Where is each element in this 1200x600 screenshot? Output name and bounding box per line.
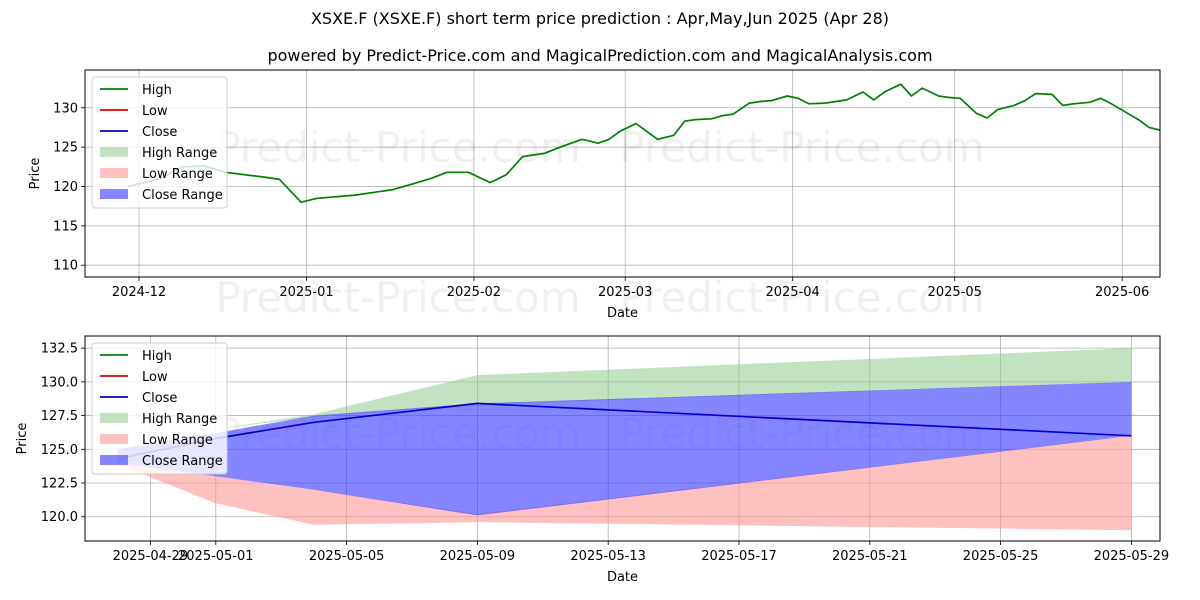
watermark-text: Predict-Price.com <box>215 273 580 322</box>
x-tick-label: 2025-02 <box>447 285 501 300</box>
x-tick-label: 2025-05-21 <box>832 549 908 564</box>
y-tick-label: 115 <box>53 219 78 234</box>
x-tick-label: 2025-04-29 <box>113 549 189 564</box>
y-tick-label: 120 <box>53 180 78 195</box>
x-tick-label: 2025-05-29 <box>1094 549 1170 564</box>
y-tick-label: 125 <box>53 141 78 156</box>
legend-label: Low <box>142 370 168 385</box>
legend-swatch <box>100 455 128 465</box>
x-tick-label: 2024-12 <box>112 285 166 300</box>
low-range-area <box>117 435 1132 531</box>
legend-swatch <box>100 413 128 423</box>
axes-frame <box>84 69 1161 278</box>
x-tick-label: 2025-05-09 <box>440 549 516 564</box>
watermark-text: Predict-Price.com <box>215 123 580 172</box>
legend-label: Close Range <box>142 454 223 469</box>
legend-label: High <box>142 349 172 364</box>
y-axis-label: Price <box>15 423 30 455</box>
legend-label: Close <box>142 125 177 140</box>
legend-swatch <box>100 189 128 199</box>
legend-label: High Range <box>142 146 217 161</box>
legend-swatch <box>100 168 128 178</box>
legend-label: Close <box>142 391 177 406</box>
legend-swatch <box>100 147 128 157</box>
y-tick-label: 130.0 <box>41 375 78 390</box>
y-tick-label: 122.5 <box>41 477 78 492</box>
legend-label: High <box>142 83 172 98</box>
legend-label: Low Range <box>142 433 213 448</box>
watermark-text: Predict-Price.com <box>619 123 984 172</box>
plot-area <box>127 83 1160 204</box>
high-series-line <box>127 83 1160 204</box>
axes-frame <box>84 335 1161 542</box>
legend-swatch <box>100 434 128 444</box>
chart-title: XSXE.F (XSXE.F) short term price predict… <box>310 9 890 28</box>
x-axis-label: Date <box>607 570 638 585</box>
x-tick-label: 2025-05-13 <box>570 549 646 564</box>
x-tick-label: 2025-05-05 <box>309 549 385 564</box>
y-axis-label: Price <box>28 158 43 190</box>
chart-subtitle: powered by Predict-Price.com and Magical… <box>267 46 933 65</box>
y-tick-label: 110 <box>53 259 78 274</box>
x-tick-label: 2025-01 <box>279 285 333 300</box>
legend-label: High Range <box>142 412 217 427</box>
x-tick-label: 2025-04 <box>765 285 819 300</box>
high-range-area <box>117 348 1132 447</box>
legend-label: Low <box>142 104 168 119</box>
x-tick-label: 2025-05-25 <box>963 549 1039 564</box>
watermark-text: Predict-Price.com <box>619 273 984 322</box>
y-tick-label: 130 <box>53 101 78 116</box>
y-tick-label: 127.5 <box>41 409 78 424</box>
y-tick-label: 125.0 <box>41 443 78 458</box>
x-axis-label: Date <box>607 306 638 321</box>
x-tick-label: 2025-06 <box>1095 285 1149 300</box>
plot-area <box>117 348 1132 531</box>
x-tick-label: 2025-05-17 <box>701 549 777 564</box>
y-tick-label: 120.0 <box>41 510 78 525</box>
legend-label: Low Range <box>142 167 213 182</box>
y-tick-label: 132.5 <box>41 342 78 357</box>
x-tick-label: 2025-05 <box>928 285 982 300</box>
legend-label: Close Range <box>142 188 223 203</box>
x-tick-label: 2025-03 <box>598 285 652 300</box>
x-tick-label: 2025-05-01 <box>178 549 254 564</box>
